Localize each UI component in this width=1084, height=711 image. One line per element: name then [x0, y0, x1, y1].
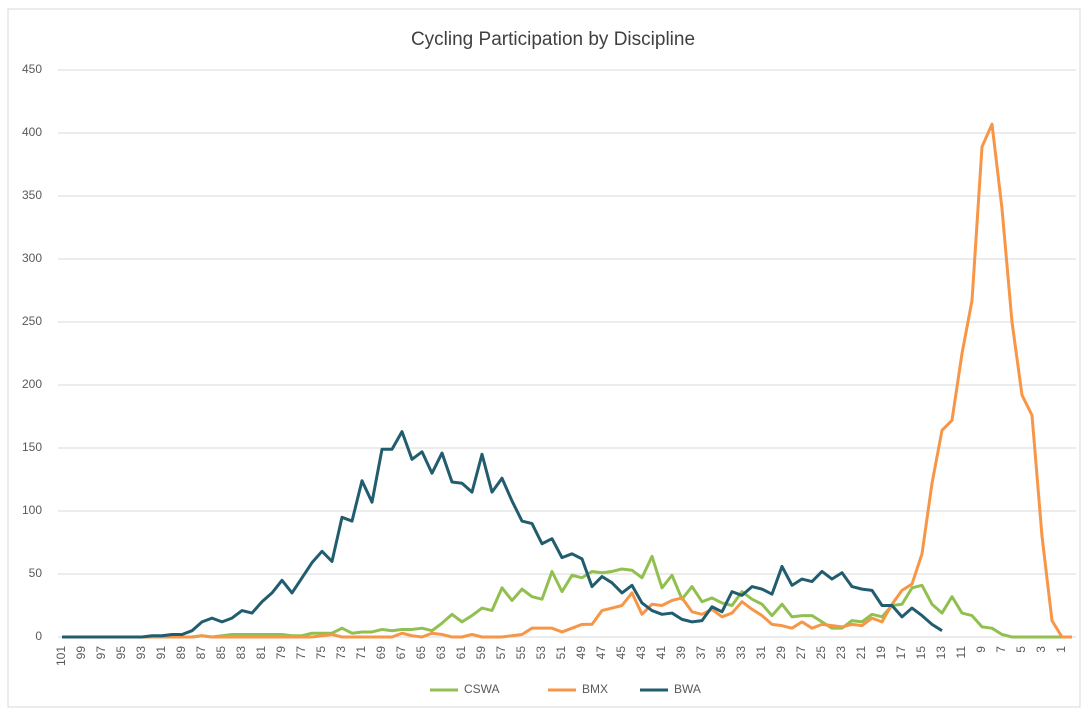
- x-tick-label: 93: [134, 646, 148, 660]
- legend-label: BMX: [582, 682, 608, 696]
- legend-label: CSWA: [464, 682, 500, 696]
- series-line: [62, 554, 1072, 639]
- x-tick-label: 67: [394, 646, 408, 660]
- x-tick-label: 1: [1054, 646, 1068, 653]
- y-tick-label: 450: [22, 62, 42, 76]
- x-tick-label: 95: [114, 646, 128, 660]
- x-tick-label: 29: [774, 646, 788, 660]
- x-tick-label: 19: [874, 646, 888, 660]
- x-tick-label: 15: [914, 646, 928, 660]
- y-tick-label: 250: [22, 314, 42, 328]
- y-tick-label: 300: [22, 251, 42, 265]
- x-tick-label: 9: [974, 646, 988, 653]
- y-tick-label: 50: [29, 566, 43, 580]
- y-tick-label: 400: [22, 125, 42, 139]
- x-tick-label: 99: [74, 646, 88, 660]
- series-line: [62, 430, 943, 639]
- x-tick-label: 97: [94, 646, 108, 660]
- x-tick-label: 85: [214, 646, 228, 660]
- x-tick-label: 51: [554, 646, 568, 660]
- x-tick-label: 25: [814, 646, 828, 660]
- x-tick-label: 89: [174, 646, 188, 660]
- x-tick-label: 47: [594, 646, 608, 660]
- x-tick-label: 41: [654, 646, 668, 660]
- x-tick-label: 101: [54, 646, 68, 666]
- y-tick-label: 0: [35, 629, 42, 643]
- x-tick-label: 39: [674, 646, 688, 660]
- y-tick-label: 150: [22, 440, 42, 454]
- y-tick-label: 350: [22, 188, 42, 202]
- x-tick-label: 49: [574, 646, 588, 660]
- y-tick-label: 100: [22, 503, 42, 517]
- x-tick-label: 31: [754, 646, 768, 660]
- series-line: [62, 122, 1072, 639]
- chart-frame: [7, 8, 1081, 708]
- x-tick-label: 43: [634, 646, 648, 660]
- x-tick-label: 65: [414, 646, 428, 660]
- x-tick-label: 45: [614, 646, 628, 660]
- x-tick-label: 23: [834, 646, 848, 660]
- x-tick-label: 71: [354, 646, 368, 660]
- x-tick-label: 55: [514, 646, 528, 660]
- x-tick-label: 21: [854, 646, 868, 660]
- x-tick-label: 35: [714, 646, 728, 660]
- x-tick-label: 57: [494, 646, 508, 660]
- x-tick-label: 79: [274, 646, 288, 660]
- x-tick-label: 83: [234, 646, 248, 660]
- x-tick-label: 3: [1034, 646, 1048, 653]
- x-tick-label: 73: [334, 646, 348, 660]
- x-tick-label: 37: [694, 646, 708, 660]
- x-tick-label: 53: [534, 646, 548, 660]
- x-tick-label: 69: [374, 646, 388, 660]
- legend-label: BWA: [674, 682, 701, 696]
- y-tick-label: 200: [22, 377, 42, 391]
- x-tick-label: 75: [314, 646, 328, 660]
- x-tick-label: 13: [934, 646, 948, 660]
- x-tick-label: 33: [734, 646, 748, 660]
- x-tick-label: 91: [154, 646, 168, 660]
- x-tick-label: 61: [454, 646, 468, 660]
- x-tick-label: 59: [474, 646, 488, 660]
- x-tick-label: 11: [954, 646, 968, 659]
- x-tick-label: 7: [994, 646, 1008, 653]
- x-tick-label: 63: [434, 646, 448, 660]
- x-tick-label: 77: [294, 646, 308, 660]
- chart-title: Cycling Participation by Discipline: [411, 29, 695, 50]
- x-tick-label: 27: [794, 646, 808, 660]
- x-tick-label: 87: [194, 646, 208, 660]
- x-tick-label: 81: [254, 646, 268, 660]
- x-tick-label: 5: [1014, 646, 1028, 653]
- x-tick-label: 17: [894, 646, 908, 660]
